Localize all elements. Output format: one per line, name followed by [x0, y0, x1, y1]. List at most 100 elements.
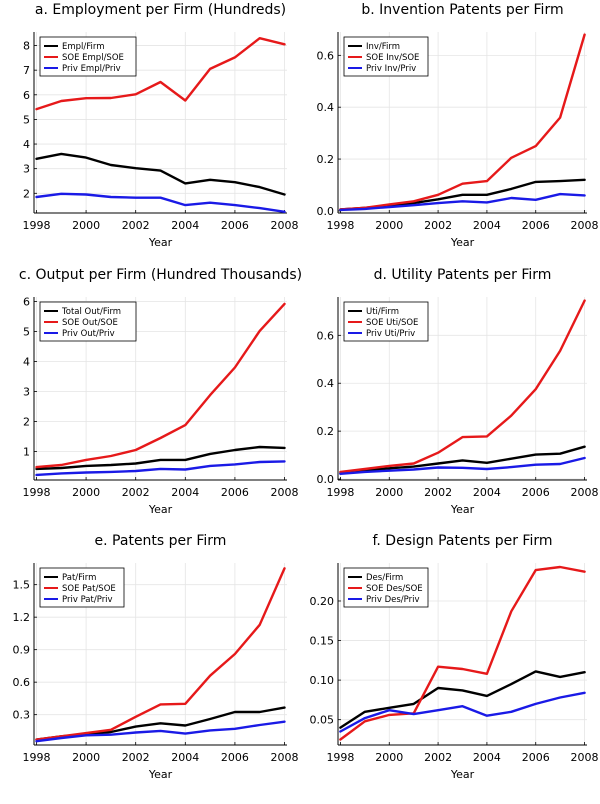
x-tick-label: 2000: [375, 751, 403, 764]
x-tick-label: 2006: [522, 219, 550, 232]
legend-label: Des/Firm: [366, 573, 403, 583]
series-line: [339, 33, 586, 211]
x-tick-label: 2000: [375, 219, 403, 232]
y-tick-label: 0.3: [13, 709, 31, 722]
series-line: [339, 670, 586, 729]
x-tick-label: 2008: [271, 486, 299, 499]
series-line: [339, 456, 586, 475]
y-tick-label: 0.6: [13, 676, 31, 689]
y-tick-label: 3: [23, 386, 30, 399]
x-tick-label: 1998: [326, 486, 354, 499]
x-tick-label: 2004: [473, 751, 501, 764]
x-axis-label: Year: [450, 236, 475, 249]
legend-label: SOE Pat/SOE: [62, 584, 116, 594]
y-tick-label: 0.4: [317, 377, 335, 390]
y-tick-label: 0.6: [317, 49, 335, 62]
x-tick-label: 2000: [72, 486, 100, 499]
legend-label: Total Out/Firm: [61, 307, 121, 317]
legend-label: SOE Des/SOE: [366, 584, 423, 594]
x-axis-label: Year: [148, 503, 173, 516]
legend-label: SOE Out/SOE: [62, 318, 118, 328]
legend-label: Priv Uti/Priv: [366, 329, 415, 339]
y-tick-label: 1: [23, 446, 30, 459]
legend-label: Empl/Firm: [62, 42, 105, 52]
x-tick-label: 1998: [22, 219, 50, 232]
legend-label: SOE Uti/SOE: [366, 318, 418, 328]
x-tick-label: 2008: [571, 751, 599, 764]
x-tick-label: 2006: [522, 751, 550, 764]
y-tick-label: 1.2: [13, 611, 31, 624]
y-tick-label: 5: [23, 326, 30, 339]
x-axis-label: Year: [450, 503, 475, 516]
y-tick-label: 7: [23, 64, 30, 77]
x-tick-label: 2006: [522, 486, 550, 499]
y-tick-label: 4: [23, 356, 30, 369]
y-tick-label: 8: [23, 40, 30, 53]
y-tick-label: 0.6: [317, 329, 335, 342]
panel-2: b. Invention Patents per Firm 1998 2000 200…: [317, 2, 599, 249]
x-tick-label: 2002: [424, 751, 452, 764]
panel-title: f. Design Patents per Firm: [373, 533, 553, 549]
y-tick-label: 0.20: [310, 595, 335, 608]
legend-label: SOE Empl/SOE: [62, 53, 124, 63]
x-tick-label: 2000: [375, 486, 403, 499]
panel-title: c. Output per Firm (Hundred Thousands): [19, 267, 302, 283]
x-tick-label: 2008: [571, 219, 599, 232]
series-line: [339, 192, 586, 212]
x-tick-label: 2008: [571, 486, 599, 499]
y-tick-label: 3: [23, 163, 30, 176]
legend-label: Priv Out/Priv: [62, 329, 115, 339]
y-tick-label: 0.2: [317, 153, 335, 166]
x-tick-label: 2008: [271, 219, 299, 232]
legend-label: Uti/Firm: [366, 307, 399, 317]
series-line: [35, 37, 286, 111]
legend-label: Priv Pat/Priv: [62, 595, 113, 605]
x-tick-label: 2006: [221, 751, 249, 764]
y-tick-label: 0.10: [310, 674, 335, 687]
series-line: [339, 565, 586, 741]
y-tick-label: 0.0: [317, 473, 335, 486]
legend-label: Pat/Firm: [62, 573, 96, 583]
panel-title: d. Utility Patents per Firm: [374, 267, 552, 283]
x-tick-label: 2002: [122, 751, 150, 764]
x-tick-label: 2006: [221, 219, 249, 232]
panel-title: b. Invention Patents per Firm: [361, 2, 563, 18]
y-tick-label: 4: [23, 138, 30, 151]
y-tick-label: 0.9: [13, 644, 31, 657]
y-tick-label: 0.2: [317, 425, 335, 438]
x-tick-label: 1998: [326, 751, 354, 764]
y-tick-label: 5: [23, 113, 30, 126]
x-tick-label: 2002: [122, 219, 150, 232]
x-tick-label: 2004: [473, 486, 501, 499]
legend-label: Inv/Firm: [366, 42, 400, 52]
legend-label: Priv Empl/Priv: [62, 64, 121, 74]
y-tick-label: 6: [23, 89, 30, 102]
series-line: [339, 445, 586, 475]
series-line: [35, 302, 286, 469]
y-tick-label: 0.0: [317, 205, 335, 218]
legend-label: Priv Inv/Priv: [366, 64, 416, 74]
x-tick-label: 2002: [424, 486, 452, 499]
series-line: [339, 691, 586, 733]
x-tick-label: 2000: [72, 751, 100, 764]
x-tick-label: 1998: [22, 751, 50, 764]
x-tick-label: 2004: [473, 219, 501, 232]
x-tick-label: 2000: [72, 219, 100, 232]
panel-1: a. Employment per Firm (Hundreds) 1998 200…: [22, 2, 298, 249]
x-axis-label: Year: [450, 768, 475, 781]
x-tick-label: 2004: [171, 751, 199, 764]
panel-6: f. Design Patents per Firm 1998 2000 2002 20…: [310, 533, 599, 781]
series-line: [339, 299, 586, 474]
x-tick-label: 1998: [22, 486, 50, 499]
y-tick-label: 0.15: [310, 635, 335, 648]
y-tick-label: 6: [23, 296, 30, 309]
x-tick-label: 2006: [221, 486, 249, 499]
panel-5: e. Patents per Firm 1998 2000 2002 2004 2006 2…: [13, 533, 299, 781]
x-tick-label: 2002: [424, 219, 452, 232]
x-tick-label: 1998: [326, 219, 354, 232]
panel-3: c. Output per Firm (Hundred Thousands) 19…: [19, 267, 302, 516]
panel-4: d. Utility Patents per Firm 1998 2000 2002 2…: [317, 267, 599, 516]
x-axis-label: Year: [148, 236, 173, 249]
